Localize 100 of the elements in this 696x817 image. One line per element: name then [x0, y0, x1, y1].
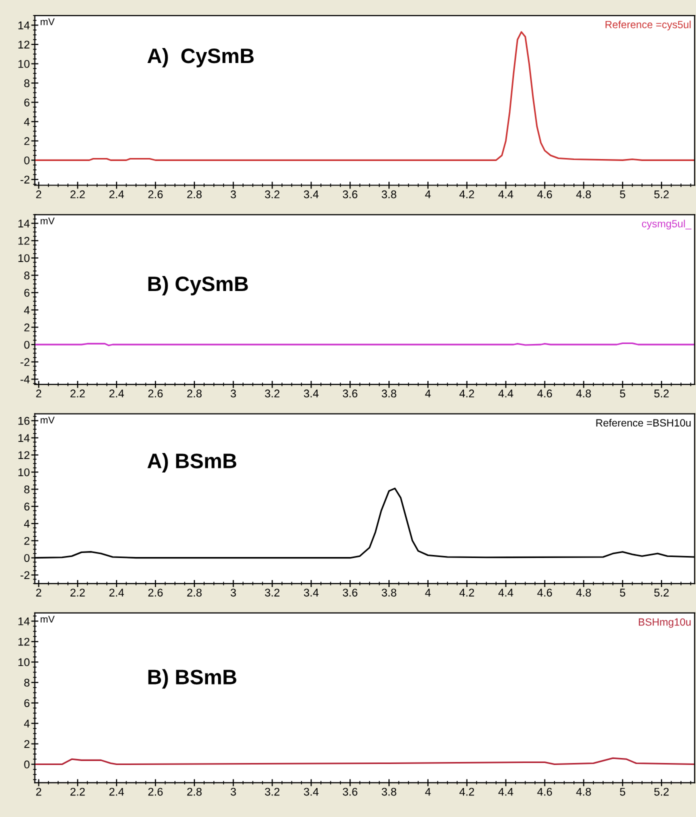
annotation: B) CySmB	[148, 276, 248, 296]
x-tick-label: 3.2	[264, 788, 280, 796]
x-tick-label: 3.6	[342, 788, 358, 796]
x-tick-label: 4.6	[537, 190, 552, 198]
x-tick-label: 5.2	[654, 390, 669, 398]
x-tick-label: 4	[425, 788, 431, 796]
x-tick-label: 2.6	[148, 588, 163, 597]
text: BSHmg10u	[638, 618, 691, 628]
x-tick-label: 3	[230, 588, 236, 597]
annotation: B) BSmB	[148, 669, 236, 689]
x-tick-label: 3.2	[264, 190, 280, 198]
y-tick-label: 4	[24, 520, 30, 528]
x-tick-label: 4.4	[498, 788, 514, 796]
x-tick-label: 3.4	[304, 788, 319, 796]
y-tick-label: 4	[24, 306, 30, 314]
x-tick-label: 3.2	[264, 588, 280, 597]
x-tick-label: 2.4	[109, 390, 124, 398]
x-tick-label: 2	[36, 190, 42, 198]
x-tick-label: 2.6	[148, 390, 163, 398]
x-tick-label: 3.2	[264, 390, 280, 398]
x-tick-label: 4.8	[576, 390, 591, 398]
y-tick-label: 2	[24, 536, 30, 545]
x-tick-label: 5	[620, 588, 626, 597]
y-tick-label: 10	[18, 60, 30, 68]
x-tick-label: 4	[425, 190, 431, 198]
y-tick-label: 14	[18, 22, 30, 30]
x-tick-label: 4.8	[576, 190, 591, 198]
y-tick-label: -2	[20, 176, 30, 184]
x-tick-label: 2	[36, 588, 42, 596]
x-tick-label: 4.2	[459, 390, 474, 398]
y-axis-title: mV	[40, 616, 55, 623]
y-tick-label: 12	[18, 638, 30, 646]
x-tick-label: 4.4	[498, 588, 514, 596]
y-tick-label: 16	[18, 416, 30, 425]
x-tick-label: 3.6	[342, 190, 358, 198]
text: Reference =BSH10u	[596, 418, 691, 427]
x-tick-label: 4	[425, 588, 431, 596]
x-tick-label: 2.4	[109, 588, 124, 596]
y-tick-label: 14	[18, 220, 30, 228]
y-tick-label: 4	[24, 118, 30, 126]
y-tick-label: 8	[24, 678, 30, 687]
y-tick-label: 8	[24, 272, 30, 280]
x-tick-label: 4.8	[576, 788, 591, 796]
x-tick-label: 4.6	[537, 390, 552, 398]
x-tick-label: 3.8	[382, 390, 396, 398]
y-axis-title: mV	[40, 218, 55, 224]
x-tick-label: 4.2	[459, 588, 474, 596]
y-tick-label: 2	[24, 137, 30, 145]
annotation: A) BSmB	[147, 453, 236, 472]
x-tick-label: 2.4	[109, 788, 124, 796]
x-tick-label: 2.6	[148, 788, 163, 796]
x-tick-label: 3.8	[382, 190, 396, 198]
x-tick-label: 2.2	[70, 390, 85, 398]
y-tick-label: -2	[20, 571, 30, 579]
x-tick-label: 2.8	[187, 788, 202, 796]
x-tick-label: 3.4	[304, 190, 319, 198]
line-series	[34, 31, 695, 161]
x-tick-label: 4.2	[459, 190, 474, 198]
x-tick-label: 2	[36, 788, 42, 796]
x-tick-label: 2.2	[70, 588, 85, 596]
x-tick-label: 5	[620, 788, 626, 796]
y-tick-label: 0	[24, 554, 30, 562]
x-tick-label: 3	[230, 190, 236, 198]
x-tick-label: 3.8	[382, 588, 396, 597]
y-tick-label: 4	[24, 720, 30, 728]
x-tick-label: 3.6	[342, 390, 358, 398]
y-tick-label: 6	[24, 98, 30, 106]
x-tick-label: 5	[620, 390, 626, 398]
annotation: A) CySmB	[147, 48, 254, 68]
y-tick-label: 12	[18, 451, 30, 459]
y-tick-label: 10	[18, 254, 30, 262]
y-tick-label: 14	[18, 434, 30, 442]
y-tick-label: 8	[24, 79, 30, 88]
x-tick-label: 2.2	[70, 190, 85, 198]
x-tick-label: 4.6	[537, 588, 552, 597]
x-tick-label: 4	[425, 390, 431, 398]
x-tick-label: 5.2	[654, 190, 669, 198]
y-tick-label: 2	[24, 324, 30, 332]
y-tick-label: 6	[24, 699, 30, 708]
x-tick-label: 2.8	[187, 190, 202, 198]
y-tick-label: -4	[20, 376, 30, 384]
x-tick-label: 4.6	[537, 788, 552, 796]
x-tick-label: 2.8	[187, 390, 202, 398]
text: cysmg5ul_	[642, 220, 692, 230]
x-tick-label: 2	[36, 390, 42, 398]
y-tick-label: 6	[24, 502, 30, 511]
y-tick-label: 10	[18, 658, 30, 666]
line-series	[34, 757, 695, 766]
x-tick-label: 5	[620, 190, 626, 198]
x-tick-label: 3	[230, 390, 236, 398]
x-tick-label: 4.2	[459, 788, 474, 796]
x-tick-label: 2.8	[187, 588, 202, 597]
x-tick-label: 3.8	[382, 788, 396, 796]
x-tick-label: 3.6	[342, 588, 358, 597]
x-tick-label: 2.4	[109, 190, 124, 198]
x-tick-label: 3	[230, 788, 236, 796]
y-tick-label: 0	[24, 156, 30, 164]
x-tick-label: 4.4	[498, 190, 514, 198]
x-tick-label: 5.2	[654, 588, 669, 597]
y-tick-label: 14	[18, 618, 30, 626]
